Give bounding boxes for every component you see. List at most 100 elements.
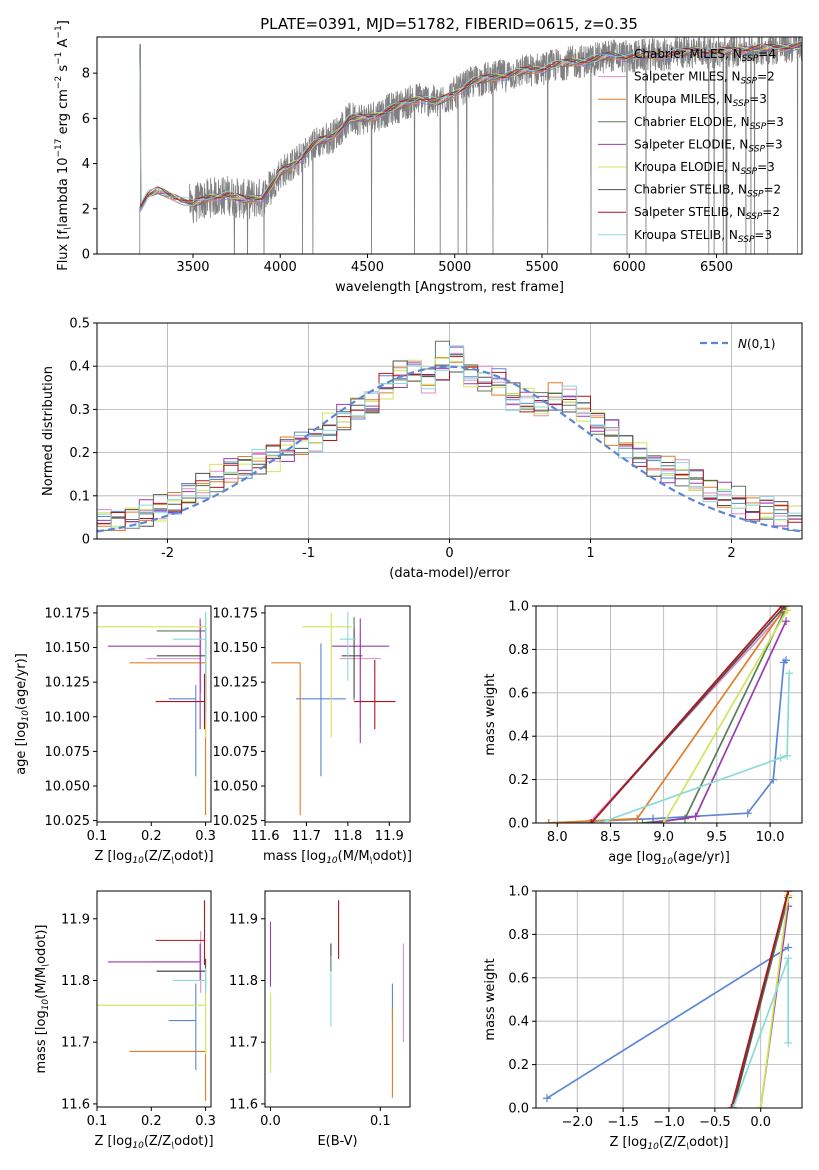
x-tick-label: -1 [302, 546, 315, 561]
mass-weight-line [546, 946, 789, 1099]
plus-marker [777, 606, 786, 610]
x-tick-label: 8.0 [547, 830, 568, 845]
x-axis-label: E(B-V) [317, 1134, 357, 1149]
label-part: age [log [14, 722, 29, 775]
label-part: Normed distribution [41, 366, 56, 496]
model-fit-line [139, 44, 802, 208]
ticks: −2.0 −1.5 −1.0 −0.5 0.0 0.0 0.2 0.4 0.6 0.8 1.0 [508, 885, 771, 1131]
axes-age_vs_Z: 0.1 0.2 0.3 10.025 10.050 10.075 10.100 10.125 1… [14, 605, 216, 866]
y-tick-label: 10.025 [213, 814, 259, 829]
x-axis-label: (data-model)/error [389, 566, 510, 581]
axes-spectrum: 3500 4000 4500 5000 5500 6000 6500 0 2 4 6 8 wavelen… [54, 20, 803, 295]
y-tick-label: 0.0 [508, 817, 529, 832]
label-part: SSP [747, 190, 764, 200]
ticks: 11.6 11.7 11.8 11.9 10.025 10.050 10.075 10.100… [213, 606, 404, 844]
plot-area [271, 611, 396, 816]
x-tick-label: 0.3 [195, 829, 216, 844]
x-tick-label: 0.1 [87, 829, 108, 844]
plus-marker [783, 606, 792, 615]
y-tick-label: 11.9 [229, 912, 258, 927]
plot-area [97, 340, 802, 533]
normal-distribution-curve [97, 365, 802, 533]
observed-spectrum [139, 37, 802, 254]
label-part: ] [56, 20, 71, 25]
x-axis-label: Z [log10(Z/Z\odot)] [609, 1135, 728, 1152]
y-tick-label: 11.9 [61, 912, 90, 927]
label-part: Z [log [609, 1135, 647, 1150]
y-tick-label: 11.6 [61, 1097, 90, 1112]
label-part: Salpeter STELIB, N [634, 205, 746, 219]
label-part: (0,1) [747, 337, 775, 351]
mass-weight-line [662, 609, 788, 823]
label-part: SSP [750, 122, 767, 132]
x-tick-label: 0.1 [87, 1114, 108, 1129]
x-tick-label: 0 [445, 546, 453, 561]
x-tick-label: 0.0 [260, 1114, 281, 1129]
axes-mass_vs_ebv: 0.0 0.1 11.6 11.7 11.8 11.9 E(B-V) [229, 890, 411, 1149]
label-part: (Z/Z [144, 1134, 171, 1149]
label-part: \ [370, 856, 373, 866]
model-fit-line [139, 41, 802, 204]
x-tick-label: 4500 [351, 260, 384, 275]
label-part: age [log [608, 850, 661, 865]
y-tick-label: 0.0 [508, 1102, 529, 1117]
label-part: =3 [757, 160, 775, 174]
ticks: -2 -1 0 1 2 0 0.1 0.2 0.3 0.4 0.5 [69, 317, 735, 562]
y-tick-label: 11.7 [61, 1036, 90, 1051]
y-tick-label: 0.2 [508, 773, 529, 788]
figure-title: PLATE=0391, MJD=51782, FIBERID=0615, z=0… [260, 15, 638, 33]
y-tick-label: 0.2 [69, 446, 90, 461]
label-part: \ [41, 964, 51, 967]
legend-entry: Chabrier STELIB, NSSP=2 [634, 183, 781, 200]
label-part: odot)] [174, 849, 213, 864]
plus-marker [543, 1094, 552, 1103]
plus-marker [756, 1104, 765, 1108]
legend-entry: Salpeter STELIB, NSSP=2 [634, 205, 780, 222]
plot-area [97, 611, 207, 816]
label-part: odot)] [373, 849, 412, 864]
legend-entry: Kroupa STELIB, NSSP=3 [634, 228, 772, 245]
y-tick-label: 0.8 [508, 643, 529, 658]
label-part: Kroupa STELIB, N [634, 228, 738, 242]
y-tick-label: 10.125 [45, 676, 91, 691]
x-tick-label: 4000 [264, 260, 297, 275]
model-fit-line [139, 41, 802, 207]
label-part: mass weight [483, 673, 498, 755]
label-part: SSP [733, 99, 750, 109]
y-tick-label: 10.150 [213, 641, 259, 656]
y-tick-label: 0.2 [508, 1058, 529, 1073]
legend-entry: Chabrier MILES, NSSP=4 [634, 47, 776, 64]
x-tick-label: 0.2 [141, 829, 162, 844]
ticks: 8.0 8.5 9.0 9.5 10.0 0.0 0.2 0.4 0.6 0.8 1.0 [508, 600, 784, 846]
x-axis-label: wavelength [Angstrom, rest frame] [335, 280, 564, 295]
y-tick-label: 11.7 [229, 1036, 258, 1051]
label-part: A [56, 38, 71, 51]
plus-marker [780, 606, 789, 610]
label-part: =2 [764, 183, 782, 197]
axes-mass_vs_Z: 0.1 0.2 0.311.611.711.811.9Z [log10(Z/Z\od… [34, 890, 216, 1151]
ticks: 0.1 0.2 0.3 10.025 10.050 10.075 10.100 10.125 1… [45, 606, 216, 844]
x-tick-label: −1.5 [607, 1115, 639, 1130]
label-part: E(B-V) [317, 1134, 357, 1149]
x-tick-label: 9.0 [653, 830, 674, 845]
legend-entry: Salpeter ELODIE, NSSP=3 [634, 137, 783, 154]
label-part: =3 [765, 137, 783, 151]
y-axis-label: age [log10(age/yr)] [14, 653, 31, 775]
x-tick-label: 0.1 [370, 1114, 391, 1129]
y-axis-label: mass weight [483, 673, 498, 755]
plot-area [269, 900, 404, 1098]
plus-marker [782, 617, 791, 626]
label-part: =3 [754, 228, 772, 242]
plus-marker [776, 753, 785, 762]
plus-marker [784, 954, 793, 963]
y-axis-label: mass weight [483, 958, 498, 1040]
label-part: \ [686, 1142, 689, 1152]
label-part: −1 [54, 25, 64, 38]
y-tick-label: 10.125 [213, 676, 259, 691]
plot-area [97, 900, 207, 1101]
axes-age_vs_mass: 11.6 11.7 11.8 11.9 10.025 10.050 10.075 10.100… [213, 605, 412, 866]
axes-frame [96, 890, 212, 1108]
plus-marker [784, 943, 793, 952]
plus-marker [649, 819, 658, 823]
